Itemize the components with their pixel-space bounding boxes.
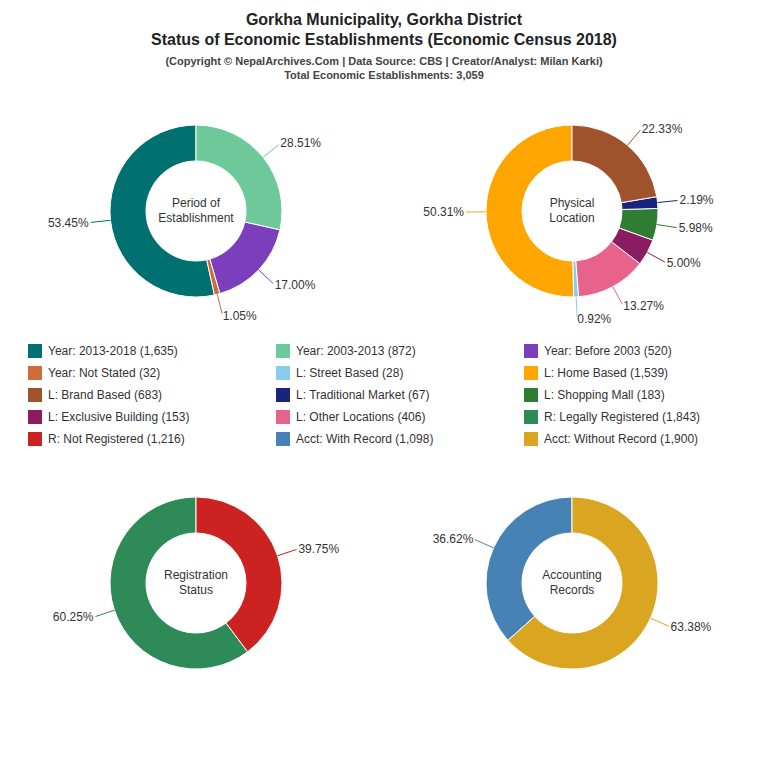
html-text:Acct: With Record (1,098): Acct: With Record (1,098) xyxy=(296,432,434,446)
html-text:(Copyright © NepalArchives.Com: (Copyright © NepalArchives.Com | Data So… xyxy=(165,55,603,67)
svg-text:60.25%: 60.25% xyxy=(53,610,94,624)
svg-text:63.38%: 63.38% xyxy=(671,620,712,634)
html-text:L: Shopping Mall (183): L: Shopping Mall (183) xyxy=(544,388,665,402)
html-text:Physical: Physical xyxy=(549,196,595,210)
svg-text:13.27%: 13.27% xyxy=(623,299,664,313)
html-text:Period of: Period of xyxy=(172,196,220,210)
html-text:Year: Before 2003 (520): Year: Before 2003 (520) xyxy=(544,344,672,358)
svg-text:50.31%: 50.31% xyxy=(423,205,464,219)
svg-text:36.62%: 36.62% xyxy=(433,532,474,546)
html-text:L: Other Locations (406): L: Other Locations (406) xyxy=(296,410,426,424)
svg-text:1.05%: 1.05% xyxy=(223,309,257,323)
svg-text:0.92%: 0.92% xyxy=(577,312,611,326)
svg-text:22.33%: 22.33% xyxy=(642,122,683,136)
html-text:R: Not Registered (1,216): R: Not Registered (1,216) xyxy=(48,432,185,446)
html-text:L: Brand Based (683): L: Brand Based (683) xyxy=(48,388,163,402)
html-text:Establishment: Establishment xyxy=(158,211,234,225)
html-text:Acct: Without Record (1,900): Acct: Without Record (1,900) xyxy=(544,432,699,446)
svg-text:5.98%: 5.98% xyxy=(679,221,713,235)
html-text:Gorkha Municipality, Gorkha Di: Gorkha Municipality, Gorkha District xyxy=(245,11,523,28)
svg-text:2.19%: 2.19% xyxy=(679,193,713,207)
html-text:Accounting: Accounting xyxy=(542,568,602,582)
html-text:R: Legally Registered (1,843): R: Legally Registered (1,843) xyxy=(544,410,701,424)
html-text:Registration: Registration xyxy=(164,568,228,582)
html-text:Location: Location xyxy=(549,211,595,225)
html-text:Year: 2003-2013 (872): Year: 2003-2013 (872) xyxy=(296,344,416,358)
svg-text:17.00%: 17.00% xyxy=(275,278,316,292)
html-text:L: Traditional Market (67): L: Traditional Market (67) xyxy=(296,388,430,402)
html-text:Status of Economic Establishme: Status of Economic Establishments (Econo… xyxy=(151,31,617,48)
html-text:Status: Status xyxy=(179,583,213,597)
html-text:Year: 2013-2018 (1,635): Year: 2013-2018 (1,635) xyxy=(48,344,178,358)
html-text:L: Street Based (28): L: Street Based (28) xyxy=(296,366,404,380)
html-text:Year: Not Stated (32): Year: Not Stated (32) xyxy=(48,366,161,380)
html-text:Records: Records xyxy=(549,583,595,597)
svg-text:39.75%: 39.75% xyxy=(298,542,339,556)
html-text:Total Economic Establishments:: Total Economic Establishments: 3,059 xyxy=(284,69,484,81)
html-text:L: Home Based (1,539): L: Home Based (1,539) xyxy=(544,366,669,380)
svg-text:28.51%: 28.51% xyxy=(280,136,321,150)
svg-text:5.00%: 5.00% xyxy=(667,256,701,270)
html-text:L: Exclusive Building (153): L: Exclusive Building (153) xyxy=(48,410,190,424)
svg-text:53.45%: 53.45% xyxy=(48,216,89,230)
